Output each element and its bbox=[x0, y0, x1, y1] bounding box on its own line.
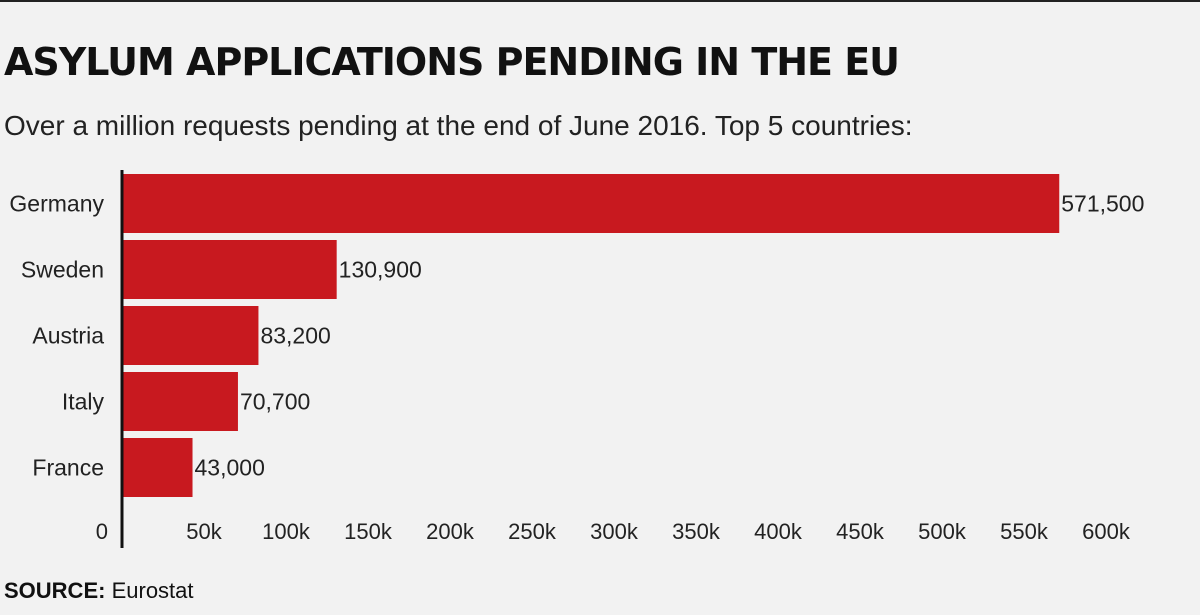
x-tick-label: 100k bbox=[262, 519, 311, 544]
x-tick-label: 0 bbox=[96, 519, 108, 544]
value-label-france: 43,000 bbox=[195, 455, 265, 481]
x-tick-label: 600k bbox=[1082, 519, 1131, 544]
value-label-germany: 571,500 bbox=[1061, 191, 1144, 217]
value-label-austria: 83,200 bbox=[260, 323, 330, 349]
category-label-italy: Italy bbox=[62, 389, 105, 415]
x-tick-label: 250k bbox=[508, 519, 557, 544]
chart-subtitle: Over a million requests pending at the e… bbox=[4, 110, 913, 141]
x-tick-label: 400k bbox=[754, 519, 803, 544]
x-tick-label: 300k bbox=[590, 519, 639, 544]
bar-chart: Germany Sweden Austria Italy France 571,500 1… bbox=[9, 170, 1145, 548]
value-label-sweden: 130,900 bbox=[339, 257, 422, 283]
x-tick-label: 150k bbox=[344, 519, 393, 544]
x-tick-label: 50k bbox=[186, 519, 222, 544]
category-label-sweden: Sweden bbox=[21, 257, 104, 283]
x-tick-labels-group: 0 50k 100k 150k 200k 250k 300k 350k 400k 450k 500k… bbox=[96, 519, 1131, 544]
x-tick-label: 450k bbox=[836, 519, 885, 544]
top-rule bbox=[0, 0, 1200, 2]
chart-title: ASYLUM APPLICATIONS PENDING IN THE EU bbox=[4, 40, 900, 84]
value-label-italy: 70,700 bbox=[240, 389, 310, 415]
category-labels-group: Germany Sweden Austria Italy France bbox=[9, 191, 104, 481]
bar-austria bbox=[122, 306, 259, 365]
bar-germany bbox=[122, 174, 1060, 233]
x-tick-label: 200k bbox=[426, 519, 475, 544]
category-label-france: France bbox=[32, 455, 104, 481]
category-label-germany: Germany bbox=[9, 191, 104, 217]
bars-group bbox=[122, 174, 1060, 497]
source-label: SOURCE: bbox=[4, 578, 106, 603]
bar-italy bbox=[122, 372, 238, 431]
category-label-austria: Austria bbox=[32, 323, 104, 349]
source-note: SOURCE: Eurostat bbox=[4, 578, 194, 604]
bar-sweden bbox=[122, 240, 337, 299]
value-labels-group: 571,500 130,900 83,200 70,700 43,000 bbox=[195, 191, 1145, 481]
x-tick-label: 500k bbox=[918, 519, 967, 544]
source-text: Eurostat bbox=[111, 578, 194, 603]
bar-france bbox=[122, 438, 193, 497]
x-tick-label: 350k bbox=[672, 519, 721, 544]
x-tick-label: 550k bbox=[1000, 519, 1049, 544]
